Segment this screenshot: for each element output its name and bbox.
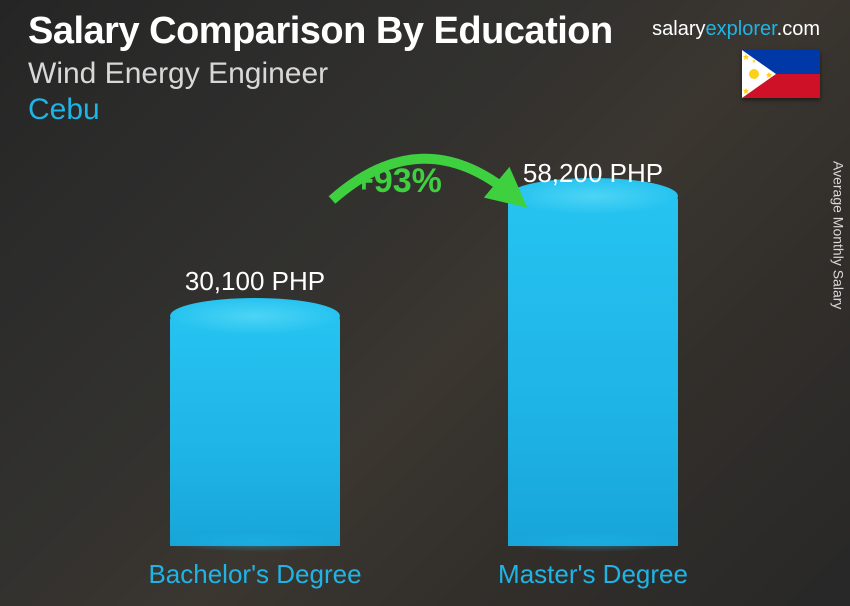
brand-text: salaryexplorer.com	[652, 18, 820, 41]
bar-category-bachelors: Bachelor's Degree	[115, 559, 395, 590]
chart-location: Cebu	[28, 93, 822, 127]
brand-tld: .com	[777, 18, 820, 40]
y-axis-label: Average Monthly Salary	[830, 161, 846, 309]
increase-percent: +93%	[354, 162, 442, 201]
flag-icon	[742, 50, 820, 98]
bar-masters	[508, 196, 678, 546]
brand-suffix: explorer	[706, 18, 777, 40]
chart-subtitle: Wind Energy Engineer	[28, 57, 822, 91]
bar-bachelors	[170, 316, 340, 546]
brand-prefix: salary	[652, 18, 705, 40]
bar-value-bachelors: 30,100 PHP	[115, 266, 395, 297]
bar-category-masters: Master's Degree	[453, 559, 733, 590]
